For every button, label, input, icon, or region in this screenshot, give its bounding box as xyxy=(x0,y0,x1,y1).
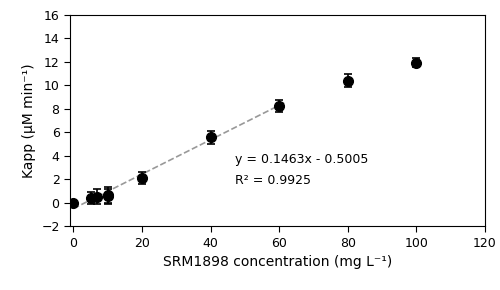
Text: y = 0.1463x - 0.5005
R² = 0.9925: y = 0.1463x - 0.5005 R² = 0.9925 xyxy=(234,153,368,187)
Y-axis label: Kapp (μM min⁻¹): Kapp (μM min⁻¹) xyxy=(22,63,36,178)
X-axis label: SRM1898 concentration (mg L⁻¹): SRM1898 concentration (mg L⁻¹) xyxy=(163,255,392,269)
